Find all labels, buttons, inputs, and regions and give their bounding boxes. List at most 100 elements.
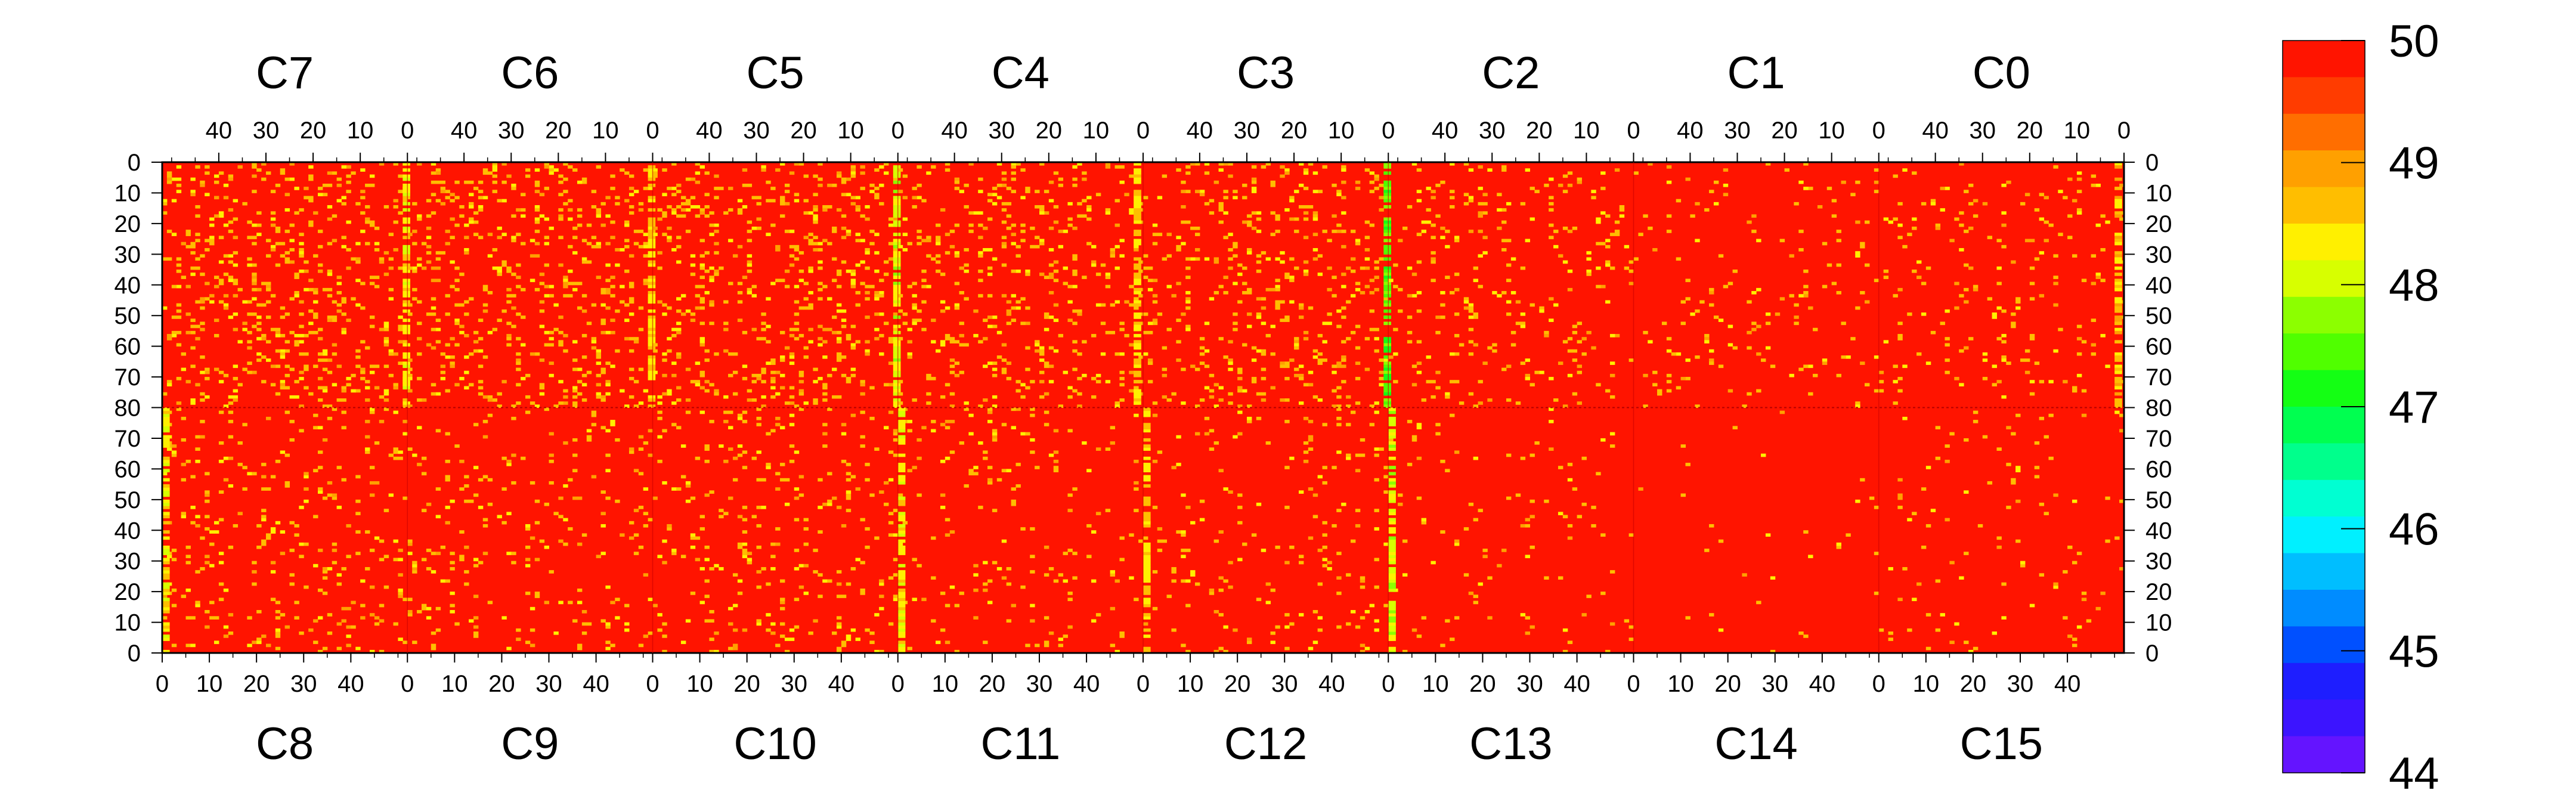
heatmap-cell — [1464, 527, 1469, 531]
heatmap-cell — [501, 261, 506, 264]
heatmap-cell — [978, 254, 983, 258]
heatmap-cell — [761, 478, 766, 482]
heatmap-cell — [723, 211, 728, 215]
heatmap-cell — [1360, 576, 1365, 580]
heatmap-cell — [558, 601, 563, 605]
heatmap-cell — [290, 438, 295, 442]
heatmap-cell — [355, 202, 360, 206]
heatmap-cell — [931, 318, 936, 322]
heatmap-cell — [1572, 392, 1577, 396]
heatmap-cell — [1983, 352, 1987, 356]
heatmap-cell — [1379, 383, 1383, 386]
heatmap-band-cell — [1143, 589, 1151, 592]
heatmap-band-cell — [162, 494, 170, 497]
heatmap-band-cell — [1383, 386, 1391, 389]
heatmap-cell — [2072, 637, 2077, 641]
heatmap-cell — [431, 644, 436, 648]
heatmap-cell — [662, 168, 667, 172]
heatmap-cell — [997, 478, 1002, 482]
heatmap-cell — [804, 199, 809, 203]
heatmap-cell — [714, 175, 719, 178]
heatmap-cell — [686, 368, 691, 372]
heatmap-cell — [1747, 331, 1751, 335]
heatmap-cell — [1921, 202, 1926, 206]
heatmap-cell — [1082, 178, 1086, 181]
heatmap-cell — [926, 377, 931, 380]
heatmap-cell — [605, 429, 610, 433]
heatmap-band-cell — [898, 640, 906, 644]
heatmap-cell — [869, 631, 874, 635]
heatmap-cell — [893, 454, 898, 457]
heatmap-cell — [1007, 469, 1011, 472]
heatmap-cell — [719, 509, 723, 512]
heatmap-cell — [525, 395, 530, 399]
heatmap-cell — [1841, 355, 1846, 359]
heatmap-cell — [544, 218, 549, 221]
heatmap-cell — [2063, 570, 2067, 574]
heatmap-cell — [1365, 647, 1370, 651]
heatmap-cell — [224, 224, 228, 227]
heatmap-cell — [365, 530, 370, 534]
heatmap-cell — [846, 634, 851, 638]
heatmap-cell — [1323, 521, 1327, 525]
heatmap-cell — [266, 315, 271, 319]
heatmap-cell — [493, 328, 497, 332]
heatmap-cell — [1591, 524, 1596, 528]
heatmap-cell — [422, 242, 426, 246]
heatmap-cell — [224, 374, 228, 377]
heatmap-cell — [705, 619, 710, 623]
heatmap-cell — [695, 558, 700, 562]
heatmap-cell — [733, 254, 738, 258]
heatmap-cell — [2082, 389, 2086, 393]
heatmap-cell — [2091, 343, 2096, 346]
heatmap-cell — [228, 275, 233, 279]
heatmap-cell — [1676, 386, 1681, 389]
heatmap-cell — [506, 460, 511, 463]
heatmap-cell — [1756, 288, 1761, 292]
heatmap-cell — [431, 278, 436, 282]
heatmap-cell — [1294, 340, 1299, 343]
heatmap-band-cell — [1383, 343, 1391, 346]
heatmap-cell — [1030, 438, 1035, 442]
heatmap-cell — [1704, 208, 1709, 212]
heatmap-cell — [1318, 358, 1323, 362]
heatmap-band-cell — [162, 490, 170, 494]
heatmap-cell — [2006, 181, 2011, 184]
heatmap-band-cell — [898, 500, 906, 503]
heatmap-cell — [572, 251, 577, 255]
heatmap-cell — [1209, 374, 1214, 377]
heatmap-cell — [1794, 202, 1798, 206]
heatmap-cell — [813, 175, 818, 178]
heatmap-cell — [2001, 583, 2006, 586]
heatmap-cell — [1964, 640, 1968, 644]
heatmap-cell — [238, 441, 243, 445]
heatmap-cell — [1275, 546, 1280, 549]
heatmap-band-cell — [898, 518, 906, 522]
heatmap-band-cell — [162, 561, 170, 565]
heatmap-band-cell — [2114, 340, 2122, 343]
heatmap-cell — [549, 285, 554, 289]
heatmap-cell — [318, 549, 323, 552]
heatmap-cell — [1205, 171, 1209, 175]
heatmap-cell — [893, 248, 898, 252]
heatmap-cell — [1035, 205, 1039, 209]
heatmap-cell — [653, 171, 658, 175]
heatmap-cell — [1454, 543, 1459, 546]
heatmap-cell — [662, 214, 667, 218]
heatmap-cell — [945, 426, 950, 429]
heatmap-cell — [1506, 398, 1511, 402]
heatmap-band-cell — [1383, 374, 1391, 377]
heatmap-cell — [747, 270, 752, 273]
heatmap-cell — [1171, 629, 1176, 632]
heatmap-cell — [671, 552, 676, 555]
heatmap-cell — [431, 307, 436, 310]
heatmap-cell — [1011, 190, 1016, 193]
heatmap-cell — [728, 623, 733, 626]
heatmap-cell — [742, 411, 747, 414]
heatmap-cell — [394, 411, 398, 414]
heatmap-cell — [1719, 254, 1723, 258]
heatmap-cell — [2025, 358, 2030, 362]
heatmap-cell — [912, 294, 917, 298]
heatmap-cell — [1936, 224, 1940, 227]
heatmap-cell — [242, 368, 247, 372]
